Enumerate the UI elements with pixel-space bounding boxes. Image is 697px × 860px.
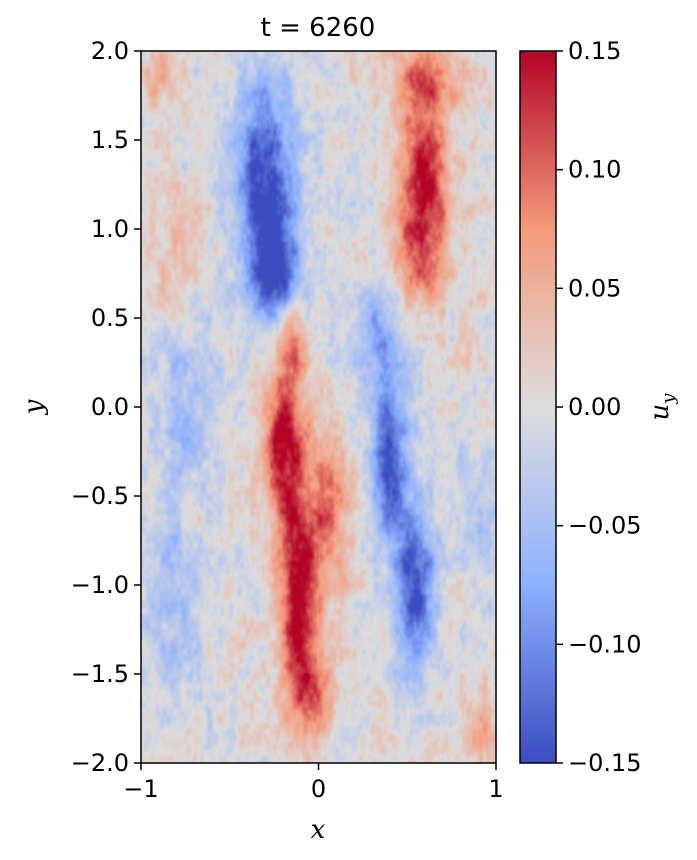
heatmap-plot-area (140, 50, 497, 764)
x-axis-ticks: −1 0 1 (123, 763, 504, 803)
y-axis-ticks: 2.0 1.5 1.0 0.5 0.0 −0.5 −1.0 −1.5 −2.0 (71, 37, 141, 777)
x-tick-label: 0 (311, 775, 326, 803)
y-tick-label: 1.5 (91, 126, 129, 154)
y-tick-label: 1.0 (91, 215, 129, 243)
y-tick-label: −2.0 (71, 749, 129, 777)
y-tick-label: 2.0 (91, 37, 129, 65)
y-axis-label: y (19, 399, 49, 415)
heatmap-image (141, 51, 496, 763)
colorbar-ticks: 0.15 0.10 0.05 0.00 −0.05 −0.10 −0.15 (556, 37, 642, 777)
y-tick-label: 0.5 (91, 304, 129, 332)
x-axis-label: x (311, 815, 326, 845)
y-tick-label: 0.0 (91, 393, 129, 421)
colorbar-tick-label: −0.10 (568, 630, 642, 658)
colorbar-tick-label: −0.15 (568, 749, 642, 777)
colorbar-tick-label: 0.15 (568, 37, 621, 65)
y-tick-label: −0.5 (71, 482, 129, 510)
x-tick-label: 1 (488, 775, 503, 803)
colorbar-gradient (520, 51, 556, 763)
y-tick-label: −1.5 (71, 660, 129, 688)
colorbar-label: uy (645, 393, 679, 421)
colorbar: 0.15 0.10 0.05 0.00 −0.05 −0.10 −0.15 uy (519, 37, 679, 777)
y-tick-label: −1.0 (71, 571, 129, 599)
colorbar-tick-label: 0.00 (568, 393, 621, 421)
x-tick-label: −1 (123, 775, 158, 803)
colorbar-tick-label: 0.10 (568, 156, 621, 184)
colorbar-tick-label: −0.05 (568, 512, 642, 540)
colorbar-tick-label: 0.05 (568, 274, 621, 302)
chart-title: t = 6260 (261, 13, 376, 43)
